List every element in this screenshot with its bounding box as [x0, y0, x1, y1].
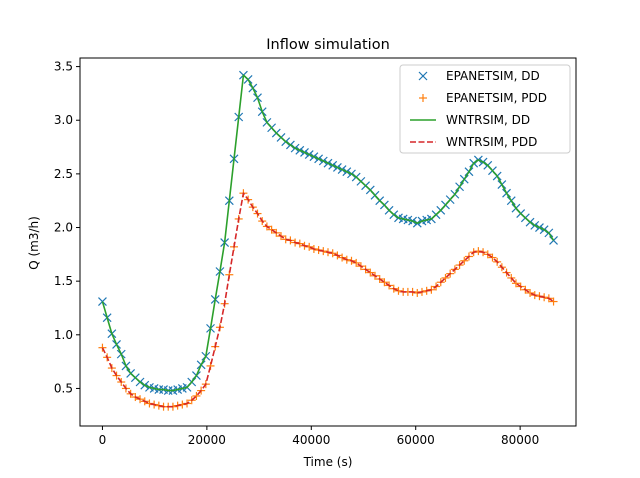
- data-point-epanetsim-pdd: [441, 273, 450, 282]
- legend-label: WNTRSIM, DD: [446, 113, 530, 127]
- data-point-epanetsim-pdd: [366, 268, 375, 277]
- y-tick-label: 2.5: [54, 167, 73, 181]
- y-axis-label: Q (m3/h): [27, 216, 41, 270]
- data-point-epanetsim-pdd: [338, 253, 347, 262]
- series-group: [98, 70, 558, 411]
- chart-title: Inflow simulation: [266, 37, 390, 53]
- legend-label: EPANETSIM, PDD: [446, 91, 547, 105]
- x-tick-label: 80000: [501, 433, 539, 447]
- legend-label: WNTRSIM, PDD: [446, 135, 537, 149]
- data-point-epanetsim-pdd: [352, 258, 361, 267]
- legend-box: [399, 64, 571, 154]
- legend-swatch-epanetsim-pdd: [419, 94, 427, 102]
- y-tick-label: 1.5: [54, 274, 73, 288]
- data-point-epanetsim-pdd: [98, 343, 107, 352]
- y-tick-label: 2.0: [54, 221, 73, 235]
- x-axis-label: Time (s): [303, 455, 353, 469]
- y-tick-label: 3.0: [54, 113, 73, 127]
- legend-label: EPANETSIM, DD: [446, 69, 540, 83]
- legend-swatch-epanetsim-dd: [418, 71, 428, 81]
- x-tick-label: 40000: [292, 433, 330, 447]
- data-point-epanetsim-pdd: [192, 391, 201, 400]
- data-point-epanetsim-dd: [98, 297, 107, 306]
- x-tick-label: 0: [99, 433, 107, 447]
- data-point-epanetsim-pdd: [488, 253, 497, 262]
- y-tick-label: 3.5: [54, 60, 73, 74]
- data-point-epanetsim-pdd: [526, 288, 535, 297]
- data-point-epanetsim-pdd: [511, 279, 520, 288]
- data-point-epanetsim-pdd: [549, 297, 558, 306]
- series-line-wntrsim-dd: [101, 74, 555, 392]
- axis-ticks: 0 20000 40000 60000 80000 0.5 1.0 1.5 2.0 2.5 3.0 3…: [54, 60, 539, 447]
- x-tick-label: 60000: [397, 433, 435, 447]
- legend: EPANETSIM, DD EPANETSIM, PDD WNTRSIM, DD WN…: [399, 64, 571, 154]
- x-tick-label: 20000: [188, 433, 226, 447]
- data-point-epanetsim-pdd: [460, 256, 469, 265]
- y-tick-label: 0.5: [54, 381, 73, 395]
- data-point-epanetsim-pdd: [380, 278, 389, 287]
- data-point-epanetsim-dd: [549, 235, 558, 245]
- y-tick-label: 1.0: [54, 328, 73, 342]
- plot-area: [98, 70, 558, 411]
- data-point-epanetsim-pdd: [267, 225, 276, 234]
- axes-frame: [79, 57, 577, 427]
- series-line-wntrsim-pdd: [101, 192, 555, 408]
